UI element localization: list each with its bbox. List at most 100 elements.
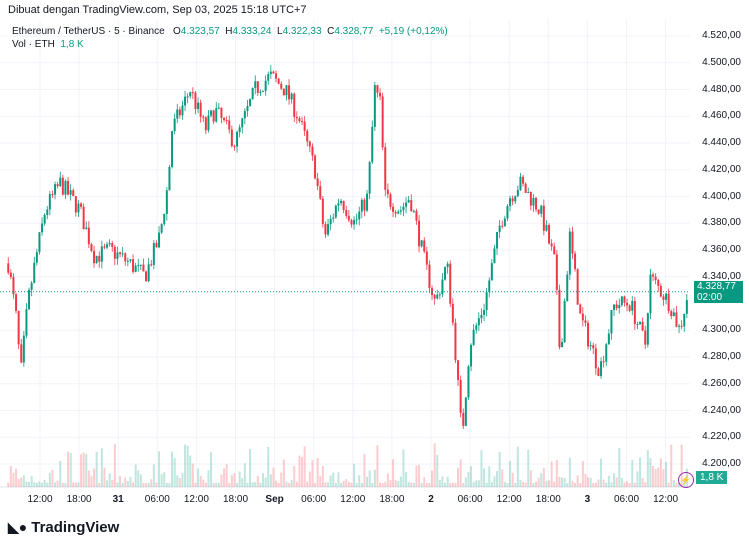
volume-bar (537, 477, 540, 487)
candle-body (254, 81, 257, 88)
symbol-label[interactable]: Ethereum / TetherUS · 5 · Binance (12, 26, 165, 37)
volume-bar (254, 482, 257, 487)
volume-bar (324, 482, 327, 487)
candle-body (472, 329, 475, 345)
volume-bar (184, 444, 187, 487)
time-tick: 06:00 (457, 494, 483, 505)
tradingview-logo[interactable]: ◣● TradingView (8, 519, 119, 536)
candle-body (233, 146, 236, 148)
volume-bar (165, 482, 168, 487)
candle-body (332, 217, 335, 219)
candle-body (22, 335, 25, 363)
volume-bar (282, 459, 285, 487)
candle-body (215, 108, 218, 122)
last-price: 4.328,77 (697, 280, 736, 292)
chart-legend: Ethereum / TetherUS · 5 · Binance O4.323… (12, 25, 448, 51)
candle-body (498, 225, 501, 232)
candle-body (126, 260, 129, 262)
volume-bar (314, 482, 317, 487)
price-tick: 4.480,00 (702, 83, 741, 95)
candle-body (212, 110, 215, 122)
volume-bar (132, 482, 135, 487)
candle-body (207, 115, 210, 131)
volume-bar (568, 457, 571, 487)
candle-body (311, 146, 314, 156)
volume-bar (67, 451, 70, 487)
candle-body (615, 304, 618, 309)
candle-body (618, 305, 621, 309)
time-tick: 18:00 (66, 494, 92, 505)
candle-body (654, 276, 657, 281)
candle-body (298, 118, 301, 122)
candle-body (7, 263, 10, 273)
candle-body (652, 274, 655, 277)
volume-bar (592, 482, 595, 487)
candle-body (191, 92, 194, 94)
candle-body (389, 194, 392, 207)
candle-body (168, 166, 171, 191)
volume-bar (360, 482, 363, 487)
price-chart[interactable] (0, 0, 749, 515)
volume-bar (181, 472, 184, 487)
volume-bar (316, 458, 319, 487)
candle-body (249, 99, 252, 106)
candle-body (545, 224, 548, 231)
volume-bar (207, 470, 210, 487)
candle-body (514, 196, 517, 202)
volume-bar (308, 471, 311, 487)
candle-body (321, 198, 324, 225)
candle-body (665, 293, 668, 300)
candle-body (672, 312, 675, 317)
time-tick: 12:00 (653, 494, 679, 505)
candle-body (457, 360, 460, 380)
candle-body (493, 248, 496, 264)
candle-body (524, 183, 527, 193)
candle-body (181, 105, 184, 116)
price-tick: 4.400,00 (702, 190, 741, 202)
volume-bar (373, 469, 376, 487)
volume-bar (587, 477, 590, 487)
candle-body (376, 85, 379, 93)
volume-bar (30, 476, 33, 487)
volume-bar (602, 479, 605, 487)
candle-body (319, 186, 322, 199)
volume-bar (147, 482, 150, 487)
volume-bar (303, 446, 306, 487)
volume-bar (444, 482, 447, 487)
volume-bar (410, 482, 413, 487)
volume-bar (54, 482, 57, 487)
volume-bar (659, 458, 662, 487)
price-tick: 4.300,00 (702, 324, 741, 336)
volume-bar (506, 482, 509, 487)
volume-bar (230, 475, 233, 487)
volume-bar (597, 479, 600, 487)
volume-bar (381, 482, 384, 487)
volume-bar (423, 477, 426, 487)
candle-body (480, 314, 483, 319)
candle-body (176, 109, 179, 119)
lightning-icon[interactable]: ⚡ (678, 472, 694, 488)
volume-bar (542, 467, 545, 487)
candle-body (269, 71, 272, 75)
candle-body (280, 83, 283, 89)
volume-bar (425, 482, 428, 487)
volume-bar (519, 480, 522, 487)
tv-logo-icon: ◣● (8, 519, 28, 535)
volume-bar (269, 474, 272, 487)
volume-bar (275, 480, 278, 487)
candle-body (355, 219, 358, 221)
volume-label[interactable]: Vol · ETH (12, 39, 55, 50)
volume-bar (576, 475, 579, 487)
volume-bar (267, 447, 270, 487)
volume-bar (516, 446, 519, 487)
volume-bar (454, 482, 457, 487)
volume-bar (607, 475, 610, 487)
volume-bar (477, 480, 480, 487)
volume-bar (441, 476, 444, 487)
volume-bar (545, 480, 548, 487)
candle-body (288, 85, 291, 100)
candle-body (25, 309, 28, 336)
low-label: L (277, 26, 283, 37)
volume-bar (329, 475, 332, 487)
volume-bar (290, 479, 293, 487)
